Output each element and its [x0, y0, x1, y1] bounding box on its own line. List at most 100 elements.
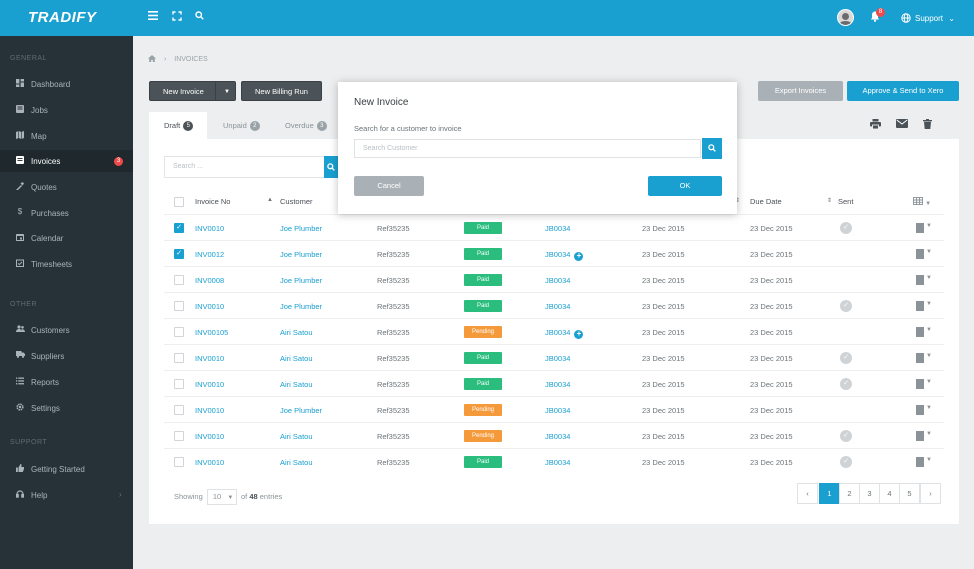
new-billing-run-button[interactable]: New Billing Run	[241, 81, 322, 101]
pagination-next[interactable]: ›	[920, 483, 941, 504]
fullscreen-icon[interactable]	[172, 11, 182, 24]
sidebar-item-jobs[interactable]: Jobs	[0, 99, 133, 121]
approve-send-xero-button[interactable]: Approve & Send to Xero	[847, 81, 959, 101]
job-link[interactable]: JB0034	[545, 406, 571, 415]
caret-down-icon[interactable]: ▼	[926, 353, 932, 359]
document-icon[interactable]	[916, 405, 924, 415]
sort-icon[interactable]: ⇕	[827, 198, 833, 204]
search-icon[interactable]	[195, 11, 204, 23]
sort-asc-icon[interactable]: ▲	[267, 197, 273, 203]
document-icon[interactable]	[916, 457, 924, 467]
tab-unpaid[interactable]: Unpaid 2	[223, 112, 260, 139]
customer-link[interactable]: Airi Satou	[280, 354, 313, 363]
sidebar-item-suppliers[interactable]: Suppliers	[0, 345, 133, 367]
invoice-number-link[interactable]: INV0010	[195, 406, 225, 415]
row-checkbox[interactable]	[174, 379, 184, 389]
row-checkbox[interactable]	[174, 353, 184, 363]
caret-down-icon[interactable]: ▼	[926, 327, 932, 333]
sort-icon[interactable]: ⇕	[735, 198, 741, 204]
user-avatar[interactable]	[837, 9, 854, 26]
pagination-page[interactable]: 2	[839, 483, 860, 504]
support-menu[interactable]: Support ⌄	[901, 13, 955, 25]
customer-link[interactable]: Airi Satou	[280, 458, 313, 467]
caret-down-icon[interactable]: ▼	[224, 89, 230, 95]
table-row[interactable]: INV0010 Airi Satou Ref35235 Paid JB0034 23 De…	[164, 344, 944, 370]
column-header-due-date[interactable]: Due Date	[750, 197, 782, 206]
customer-link[interactable]: Joe Plumber	[280, 250, 323, 259]
app-logo[interactable]: TRADIFY	[28, 9, 97, 26]
caret-down-icon[interactable]: ▼	[926, 249, 932, 255]
print-icon[interactable]	[870, 119, 881, 130]
customer-link[interactable]: Airi Satou	[280, 432, 313, 441]
document-icon[interactable]	[916, 353, 924, 363]
row-checkbox[interactable]	[174, 405, 184, 415]
pagination-page[interactable]: 5	[899, 483, 920, 504]
job-link[interactable]: JB0034	[545, 354, 571, 363]
sidebar-item-settings[interactable]: Settings	[0, 397, 133, 419]
document-icon[interactable]	[916, 431, 924, 441]
table-row[interactable]: INV0010 Airi Satou Ref35235 Paid JB0034 23 De…	[164, 448, 944, 474]
export-invoices-button[interactable]: Export Invoices	[758, 81, 843, 101]
customer-search-input[interactable]: Search Customer	[354, 139, 701, 158]
column-header-invoice-no[interactable]: Invoice No	[195, 197, 231, 206]
sidebar-item-help[interactable]: Help ›	[0, 484, 133, 506]
invoice-number-link[interactable]: INV0012	[195, 250, 225, 259]
row-checkbox[interactable]	[174, 457, 184, 467]
table-row[interactable]: ✓ INV0012 Joe Plumber Ref35235 Paid JB0034 +23…	[164, 240, 944, 266]
row-checkbox[interactable]: ✓	[174, 249, 184, 259]
select-all-checkbox[interactable]	[174, 197, 184, 207]
caret-down-icon[interactable]: ▼	[926, 223, 932, 229]
search-button[interactable]	[324, 156, 338, 178]
new-invoice-button[interactable]: New Invoice ▼	[149, 81, 236, 101]
page-size-select[interactable]: 10 ▼	[206, 489, 237, 505]
document-icon[interactable]	[916, 327, 924, 337]
trash-icon[interactable]	[923, 119, 934, 129]
sidebar-item-timesheets[interactable]: Timesheets	[0, 253, 133, 275]
sidebar-item-invoices[interactable]: Invoices 3	[0, 150, 133, 172]
table-row[interactable]: INV00105 Airi Satou Ref35235 Pending JB0034 +…	[164, 318, 944, 344]
document-icon[interactable]	[916, 275, 924, 285]
customer-link[interactable]: Joe Plumber	[280, 406, 323, 415]
document-icon[interactable]	[916, 301, 924, 311]
sidebar-item-reports[interactable]: Reports	[0, 371, 133, 393]
job-link[interactable]: JB0034	[545, 380, 571, 389]
search-input[interactable]: Search ...	[164, 156, 326, 178]
add-icon[interactable]: +	[574, 252, 584, 261]
row-checkbox[interactable]	[174, 301, 184, 311]
table-row[interactable]: ✓ INV0010 Joe Plumber Ref35235 Paid JB0034 23 …	[164, 214, 944, 240]
sidebar-item-calendar[interactable]: Calendar	[0, 227, 133, 249]
caret-down-icon[interactable]: ▼	[926, 457, 932, 463]
column-header-sent[interactable]: Sent	[838, 197, 854, 206]
sidebar-item-getting-started[interactable]: Getting Started	[0, 458, 133, 480]
invoice-number-link[interactable]: INV0010	[195, 224, 225, 233]
job-link[interactable]: JB0034	[545, 276, 571, 285]
invoice-number-link[interactable]: INV0010	[195, 354, 225, 363]
sidebar-item-purchases[interactable]: $ Purchases	[0, 202, 133, 224]
invoice-number-link[interactable]: INV0010	[195, 432, 225, 441]
invoice-number-link[interactable]: INV0008	[195, 276, 225, 285]
job-link[interactable]: JB0034	[545, 458, 571, 467]
customer-link[interactable]: Joe Plumber	[280, 276, 323, 285]
tab-draft[interactable]: Draft 5	[149, 112, 207, 139]
invoice-number-link[interactable]: INV0010	[195, 302, 225, 311]
column-header-customer[interactable]: Customer	[280, 197, 313, 206]
pagination-page[interactable]: 4	[879, 483, 900, 504]
job-link[interactable]: JB0034	[545, 224, 571, 233]
invoice-number-link[interactable]: INV00105	[195, 328, 229, 337]
sidebar-item-customers[interactable]: Customers	[0, 319, 133, 341]
table-row[interactable]: INV0010 Airi Satou Ref35235 Pending JB0034 23…	[164, 422, 944, 448]
job-link[interactable]: JB0034	[545, 328, 571, 337]
tab-overdue[interactable]: Overdue 3	[285, 112, 327, 139]
menu-icon[interactable]	[148, 11, 158, 23]
row-checkbox[interactable]	[174, 327, 184, 337]
row-checkbox[interactable]	[174, 275, 184, 285]
home-icon[interactable]	[148, 55, 156, 64]
job-link[interactable]: JB0034	[545, 302, 571, 311]
pagination-page[interactable]: 1	[819, 483, 840, 504]
email-icon[interactable]	[896, 119, 908, 129]
row-checkbox[interactable]	[174, 431, 184, 441]
table-row[interactable]: INV0010 Joe Plumber Ref35235 Paid JB0034 23 D…	[164, 292, 944, 318]
document-icon[interactable]	[916, 249, 924, 259]
ok-button[interactable]: OK	[648, 176, 722, 196]
sidebar-item-map[interactable]: Map	[0, 125, 133, 147]
